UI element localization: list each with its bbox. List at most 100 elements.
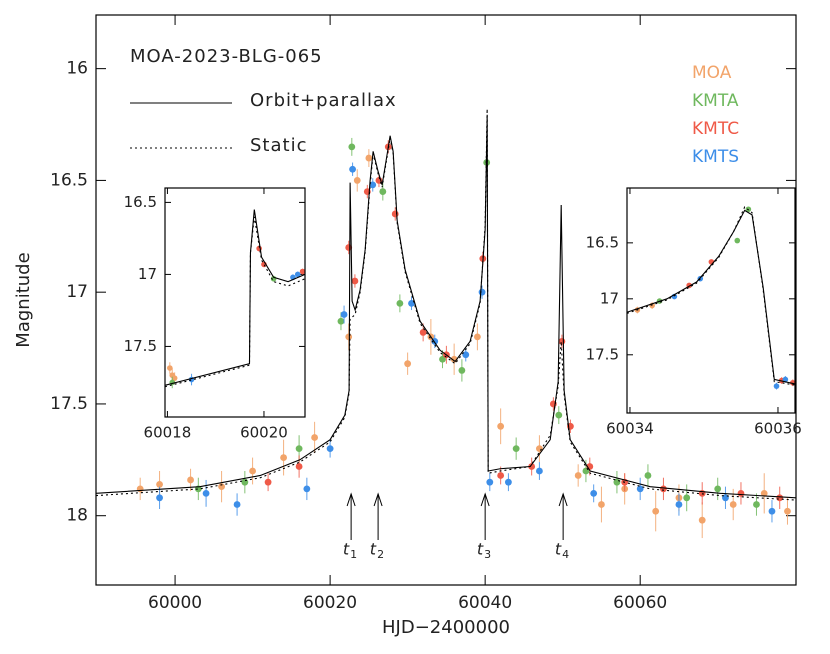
data-point bbox=[299, 268, 306, 275]
data-point bbox=[233, 501, 241, 508]
y-tick-label: 17 bbox=[138, 265, 157, 283]
inset-background bbox=[165, 188, 305, 417]
data-point bbox=[345, 333, 353, 341]
data-point bbox=[365, 154, 373, 162]
annotation-label: t bbox=[477, 540, 484, 559]
plot-frame bbox=[95, 14, 797, 586]
annotation-arrowhead bbox=[480, 492, 490, 507]
data-point bbox=[337, 317, 345, 325]
data-point bbox=[264, 478, 272, 486]
data-point bbox=[345, 244, 353, 251]
data-point bbox=[187, 476, 194, 484]
data-point bbox=[280, 454, 287, 461]
data-point bbox=[303, 485, 311, 493]
data-point bbox=[784, 507, 791, 515]
annotation-arrowhead bbox=[346, 492, 356, 507]
data-point bbox=[729, 501, 737, 508]
legend-label: Static bbox=[250, 135, 307, 156]
legend-label: Orbit+parallax bbox=[250, 90, 397, 111]
data-point bbox=[652, 507, 660, 515]
data-point bbox=[598, 501, 605, 508]
data-point bbox=[644, 472, 652, 479]
data-point bbox=[167, 365, 173, 371]
data-point bbox=[555, 411, 563, 419]
legend-label: MOA bbox=[692, 63, 732, 83]
data-point bbox=[295, 445, 303, 453]
data-point bbox=[156, 481, 163, 488]
data-point bbox=[351, 277, 359, 285]
model-curve bbox=[95, 108, 797, 501]
data-point bbox=[512, 445, 520, 453]
data-point bbox=[156, 494, 163, 502]
plot-frame bbox=[164, 187, 306, 418]
data-point bbox=[782, 376, 789, 383]
data-point bbox=[683, 494, 691, 502]
data-point bbox=[439, 355, 446, 363]
data-point bbox=[249, 467, 256, 475]
x-tick-label: 60000 bbox=[148, 593, 202, 613]
data-point bbox=[391, 210, 399, 218]
x-tick-label: 60020 bbox=[303, 593, 357, 613]
data-point bbox=[458, 367, 466, 374]
annotation-arrowhead bbox=[558, 492, 568, 507]
data-point bbox=[379, 188, 387, 195]
model-curve bbox=[626, 206, 796, 386]
y-tick-label: 16.5 bbox=[124, 193, 157, 211]
data-point bbox=[295, 463, 303, 470]
data-point bbox=[497, 422, 505, 430]
annotation-label: t bbox=[370, 540, 377, 559]
model-curve bbox=[95, 115, 797, 499]
data-point bbox=[773, 383, 780, 389]
annotation-arrowhead bbox=[373, 492, 383, 507]
annotation-label: t bbox=[555, 540, 562, 559]
x-tick-label: 60036 bbox=[754, 420, 802, 438]
model-curve bbox=[626, 209, 796, 385]
annotation-label: t bbox=[343, 540, 350, 559]
data-point bbox=[340, 311, 348, 318]
y-tick-label: 18 bbox=[66, 506, 88, 526]
model-curve bbox=[164, 209, 306, 386]
legend-label: KMTC bbox=[692, 119, 739, 139]
data-point bbox=[241, 478, 249, 486]
data-point bbox=[675, 501, 683, 508]
annotation-subscript: 4 bbox=[562, 548, 569, 561]
x-tick-label: 60040 bbox=[458, 593, 512, 613]
plot-frame bbox=[626, 187, 796, 414]
data-point bbox=[760, 489, 768, 497]
x-tick-label: 60020 bbox=[240, 424, 288, 442]
data-point bbox=[369, 181, 377, 189]
data-point bbox=[404, 360, 412, 368]
x-tick-label: 60060 bbox=[613, 593, 667, 613]
data-point bbox=[294, 271, 301, 278]
data-point bbox=[505, 478, 512, 486]
data-point bbox=[698, 516, 706, 524]
y-tick-label: 17 bbox=[66, 282, 88, 302]
x-tick-label: 60034 bbox=[606, 420, 654, 438]
data-point bbox=[348, 143, 356, 151]
data-point bbox=[776, 494, 784, 502]
data-point bbox=[478, 288, 486, 296]
data-point bbox=[349, 165, 356, 173]
data-point bbox=[714, 485, 722, 493]
data-point bbox=[768, 507, 776, 515]
data-point bbox=[326, 445, 334, 453]
data-point bbox=[574, 472, 582, 479]
data-point bbox=[528, 463, 536, 470]
inset-background bbox=[627, 188, 795, 413]
y-tick-label: 17 bbox=[600, 289, 619, 307]
data-point bbox=[486, 478, 494, 486]
data-point bbox=[753, 501, 760, 508]
data-point bbox=[558, 337, 566, 345]
data-point bbox=[462, 351, 470, 359]
data-point bbox=[171, 375, 178, 381]
annotation-subscript: 1 bbox=[350, 548, 357, 561]
x-tick-label: 60018 bbox=[144, 424, 192, 442]
annotation-subscript: 3 bbox=[484, 548, 491, 561]
y-axis-label: Magnitude bbox=[13, 252, 34, 347]
y-tick-label: 16 bbox=[66, 59, 88, 79]
data-point bbox=[218, 483, 225, 491]
data-point bbox=[590, 489, 598, 497]
data-point bbox=[737, 489, 745, 497]
data-point bbox=[636, 485, 644, 493]
